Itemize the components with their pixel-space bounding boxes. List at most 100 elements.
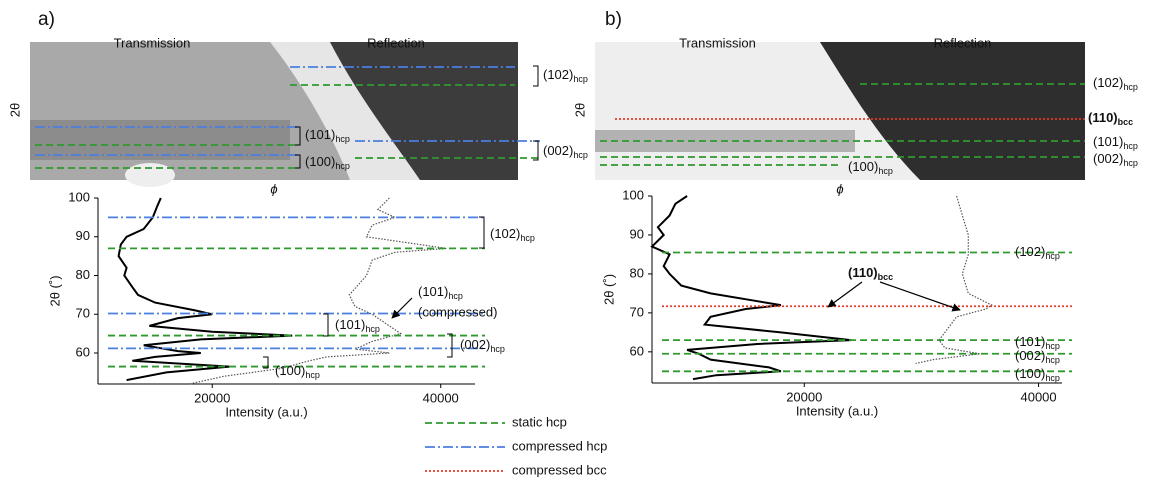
peak-label: (100)hcp [275,363,320,380]
label-sub: hcp [365,324,380,334]
annotation-arrow [391,297,413,319]
label-main: (002) [1015,348,1045,363]
label-sub: hcp [305,370,320,380]
image-y-label: 2θ [7,103,22,117]
bracket [263,356,269,369]
label-sub: bcc [1118,117,1134,127]
y-tick-label: 80 [76,267,90,282]
peak-label: (101)hcp [335,317,380,334]
label-sub: hcp [573,150,588,160]
label-sub: hcp [335,161,350,171]
y-tick-label: 90 [630,226,644,241]
peak-label: (002)hcp [460,337,505,354]
peak-label: (100)hcp [1015,366,1060,383]
image-right-label: Reflection [934,35,992,50]
label-sub: hcp [1045,341,1060,351]
x-axis-label: Intensity (a.u.) [796,403,878,418]
y-tick-label: 100 [68,189,90,204]
image-peak-label: (002)hcp [543,143,588,160]
y-tick-label: 100 [622,187,644,202]
x-tick-label: 20000 [194,390,230,405]
label-main: (101) [1015,334,1045,349]
label-sub: hcp [520,233,535,243]
bracket [533,140,539,161]
x-tick-label: 40000 [423,390,459,405]
label-main: (110) [1088,110,1118,125]
image-peak-label: (101)hcp [1093,134,1138,151]
annotation: (110)bcc [848,265,893,282]
label-main: (002) [543,143,573,158]
profile-line [915,195,993,365]
image-peak-label: (101)hcp [305,127,350,144]
image-peak-label: (002)hcp [1093,151,1138,168]
peak-label: (102)hcp [490,226,535,243]
image-b [595,42,1085,180]
label-sub: hcp [1123,158,1138,168]
label-main: (100) [1015,366,1045,381]
label-main: (100) [848,159,878,174]
label-sub: hcp [335,134,350,144]
profile-line [189,197,447,385]
legend-label: static hcp [512,414,567,429]
label-sub: hcp [448,291,463,301]
y-tick-label: 70 [630,304,644,319]
label-main: (101) [335,317,365,332]
image-peak-label: (102)hcp [1093,75,1138,92]
label-main: (102) [1015,244,1045,259]
label-sub: hcp [573,74,588,84]
bracket [323,313,329,337]
y-tick-label: 90 [76,228,90,243]
legend-label: compressed hcp [512,438,607,453]
y-tick-label: 60 [630,343,644,358]
label-sub: hcp [1045,355,1060,365]
peak-label: (101)hcp [1015,334,1060,351]
panel-label: b) [605,9,622,30]
label-main: (102) [543,67,573,82]
bracket [447,333,453,358]
bracket [533,65,539,87]
label-sub: hcp [1045,373,1060,383]
y-axis-label: 2θ (˚) [601,274,616,305]
label-main: (101) [1093,134,1123,149]
x-axis-label: Intensity (a.u.) [225,404,307,419]
image-peak-label: (100)hcp [305,154,350,171]
profile-line [650,195,852,381]
label-sub: hcp [1123,82,1138,92]
label-main: (100) [275,363,305,378]
label-sub: hcp [490,344,505,354]
image-left-label: Transmission [679,35,756,50]
image-x-label: ϕ [270,181,277,196]
label-main: (102) [490,226,520,241]
image-right-label: Reflection [367,35,425,50]
bracket [295,126,301,146]
label-main: (101) [418,284,448,299]
label-sub: hcp [1045,251,1060,261]
label-main: (002) [460,337,490,352]
bracket [295,154,301,169]
image-peak-label: (100)hcp [848,159,893,176]
peak-label: (002)hcp [1015,348,1060,365]
annotation: (101)hcp [418,284,463,301]
annotation-note: (compressed) [418,304,497,319]
image-peak-label: (102)hcp [543,67,588,84]
label-sub: hcp [1123,141,1138,151]
label-main: (002) [1093,151,1123,166]
label-main: (100) [305,154,335,169]
annotation-arrow [879,281,961,312]
label-sub: bcc [878,272,894,282]
x-tick-label: 20000 [786,389,822,404]
legend-label: compressed bcc [512,462,607,477]
image-peak-label: (110)bcc [1088,110,1133,127]
y-axis-label: 2θ (˚) [47,275,62,306]
peak-label: (102)hcp [1015,244,1060,261]
label-sub: hcp [878,166,893,176]
image-left-label: Transmission [114,35,191,50]
y-tick-label: 80 [630,265,644,280]
panel-label: a) [38,9,55,30]
annotation-arrow [827,281,863,308]
image-a [30,42,518,187]
x-tick-label: 40000 [1020,389,1056,404]
label-main: (102) [1093,75,1123,90]
image-x-label: ϕ [836,181,843,196]
